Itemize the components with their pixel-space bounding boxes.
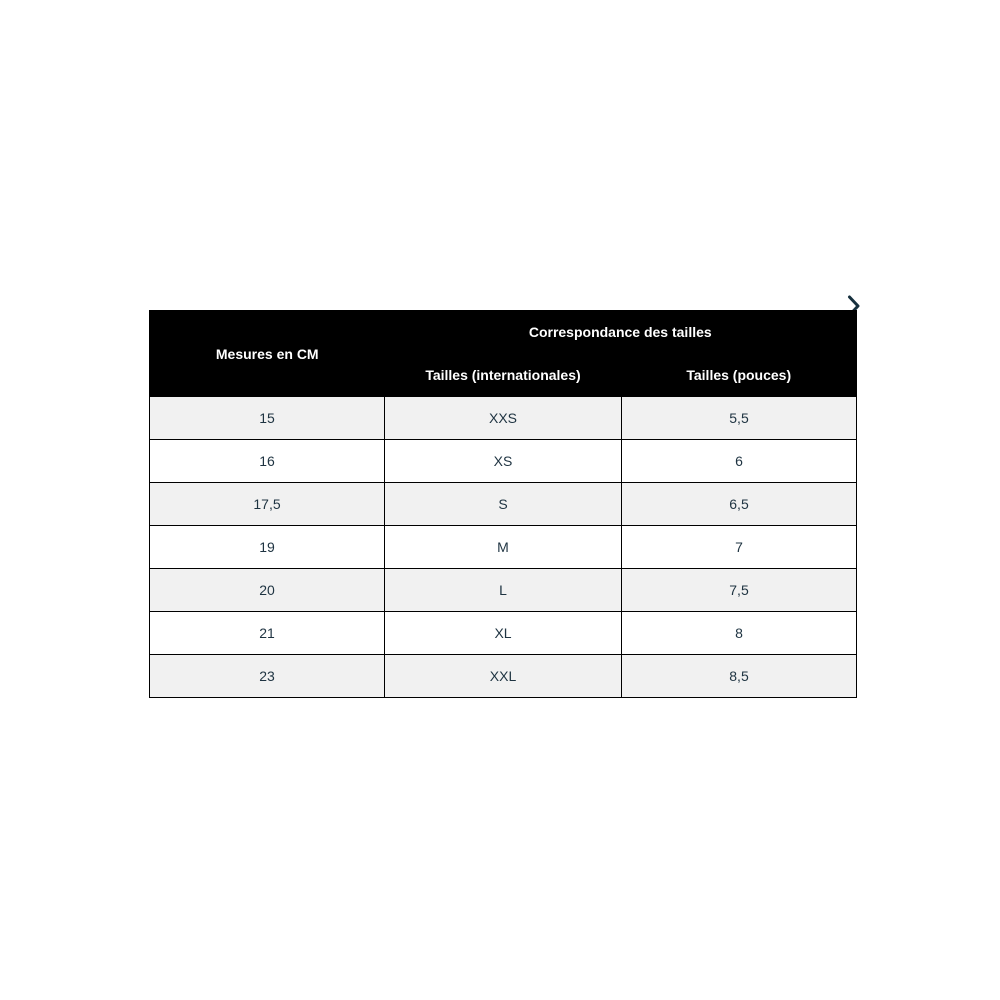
cell-size-inches: 6 [621, 439, 857, 483]
cell-size-international: XXL [384, 654, 622, 698]
cell-cm: 15 [149, 396, 385, 440]
cell-size-international: XL [384, 611, 622, 655]
cell-size-inches: 7,5 [621, 568, 857, 612]
cell-size-international: XS [384, 439, 622, 483]
cell-size-international: L [384, 568, 622, 612]
cell-cm: 17,5 [149, 482, 385, 526]
table-row: 19 M 7 [149, 525, 857, 569]
header-tailles-internationales: Tailles (internationales) [384, 353, 622, 397]
cell-size-inches: 8 [621, 611, 857, 655]
table-row: 15 XXS 5,5 [149, 396, 857, 440]
cell-size-inches: 8,5 [621, 654, 857, 698]
cell-size-inches: 7 [621, 525, 857, 569]
cell-size-inches: 5,5 [621, 396, 857, 440]
table-row: 16 XS 6 [149, 439, 857, 483]
header-tailles-pouces: Tailles (pouces) [621, 353, 857, 397]
size-chart-header: Mesures en CM Correspondance des tailles… [149, 310, 857, 397]
cell-size-inches: 6,5 [621, 482, 857, 526]
cell-size-international: XXS [384, 396, 622, 440]
header-correspondance-des-tailles: Correspondance des tailles [384, 310, 857, 354]
cell-cm: 23 [149, 654, 385, 698]
cell-cm: 20 [149, 568, 385, 612]
table-row: 17,5 S 6,5 [149, 482, 857, 526]
cell-cm: 19 [149, 525, 385, 569]
table-row: 20 L 7,5 [149, 568, 857, 612]
cell-cm: 16 [149, 439, 385, 483]
cell-size-international: S [384, 482, 622, 526]
cell-size-international: M [384, 525, 622, 569]
table-row: 23 XXL 8,5 [149, 654, 857, 698]
table-row: 21 XL 8 [149, 611, 857, 655]
size-chart-table: Mesures en CM Correspondance des tailles… [149, 310, 857, 698]
cell-cm: 21 [149, 611, 385, 655]
header-measures-cm: Mesures en CM [149, 310, 385, 397]
